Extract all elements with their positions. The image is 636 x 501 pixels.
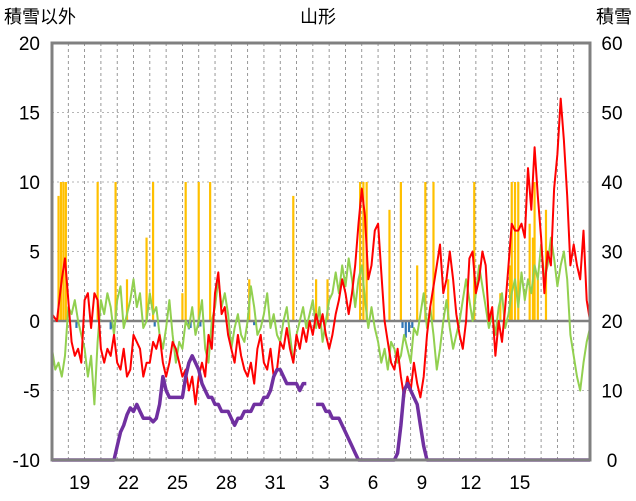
precip-bar xyxy=(473,182,476,321)
precip-bar xyxy=(151,182,155,321)
precip-bar xyxy=(416,265,419,321)
precip-bar xyxy=(513,182,517,321)
x-tick-label: 3 xyxy=(319,473,330,494)
precip-bar xyxy=(533,182,536,321)
chart-title: 山形 xyxy=(300,7,336,28)
precip-bar xyxy=(362,182,365,321)
left-tick-label: -5 xyxy=(23,382,40,403)
precip-bar xyxy=(388,209,391,321)
temp_anomaly-line xyxy=(51,97,591,406)
x-tick-label: 15 xyxy=(509,473,530,494)
plot-frame xyxy=(50,41,592,462)
precip-bar xyxy=(197,182,200,321)
precip-bar xyxy=(447,279,450,321)
left-axis-label: 積雪以外 xyxy=(4,7,76,28)
right-tick-label: 30 xyxy=(601,243,622,264)
snow_depth-line xyxy=(52,354,590,462)
x-tick-label: 6 xyxy=(368,473,379,494)
precip-bar xyxy=(536,279,539,321)
sunshine-bar xyxy=(75,321,78,328)
precip-bar xyxy=(96,182,99,321)
left-tick-label: 10 xyxy=(19,173,40,194)
plot-area: -10 -5 0 5 10 15 20 0 10 20 30 40 50 60 19 22 25 28 31 3 6 9 1… xyxy=(13,34,623,494)
x-tick-label: 12 xyxy=(460,473,481,494)
right-tick-label: 40 xyxy=(601,173,622,194)
sunshine-bar xyxy=(253,321,256,326)
precip-bar xyxy=(326,279,329,321)
precip-bar xyxy=(528,223,531,321)
left-tick-label: 5 xyxy=(29,243,40,264)
precip-bar xyxy=(517,182,520,321)
precip-bar xyxy=(292,195,295,321)
right-tick-label: 20 xyxy=(601,312,622,333)
sunshine-bar xyxy=(404,321,407,338)
precip-bar xyxy=(399,182,402,321)
sunshine-bar xyxy=(401,321,404,328)
sunshine-bar xyxy=(153,321,156,327)
sunshine-bar xyxy=(411,321,414,328)
x-tick-label: 31 xyxy=(265,473,286,494)
x-tick-label: 9 xyxy=(417,473,428,494)
x-tick-label: 25 xyxy=(167,473,188,494)
precip-bar xyxy=(62,182,65,321)
precip-bar xyxy=(359,182,362,321)
precip-bar xyxy=(209,182,212,321)
left-tick-label: -10 xyxy=(13,451,40,472)
precip-bar xyxy=(432,182,435,321)
x-tick-label: 19 xyxy=(69,473,90,494)
x-tick-label: 22 xyxy=(118,473,139,494)
precip-bar xyxy=(125,279,129,321)
precip-bar xyxy=(64,182,67,321)
right-tick-label: 0 xyxy=(607,451,618,472)
left-tick-label: 15 xyxy=(19,104,40,125)
x-tick-label: 28 xyxy=(216,473,237,494)
left-tick-label: 0 xyxy=(29,312,40,333)
precip-bar xyxy=(510,182,513,321)
precip-bar xyxy=(499,293,502,321)
left-tick-label: 20 xyxy=(19,34,40,55)
sunshine-bar xyxy=(109,321,112,330)
precip-bar xyxy=(59,182,63,321)
right-axis-label: 積雪 xyxy=(596,7,632,28)
precip-bar xyxy=(145,237,148,321)
sunshine-bar xyxy=(189,321,192,328)
sunshine-bar xyxy=(407,321,411,333)
precip-bar xyxy=(57,195,60,321)
precip-bar xyxy=(114,182,117,321)
precip-bar xyxy=(315,279,318,321)
precip-bar xyxy=(509,265,512,321)
precip-bar xyxy=(181,293,184,321)
right-tick-label: 60 xyxy=(601,34,622,55)
precip-bar xyxy=(184,182,187,321)
precip-bar xyxy=(424,182,427,321)
sunshine-bar xyxy=(199,321,202,327)
right-tick-label: 10 xyxy=(601,382,622,403)
right-tick-label: 50 xyxy=(601,104,622,125)
